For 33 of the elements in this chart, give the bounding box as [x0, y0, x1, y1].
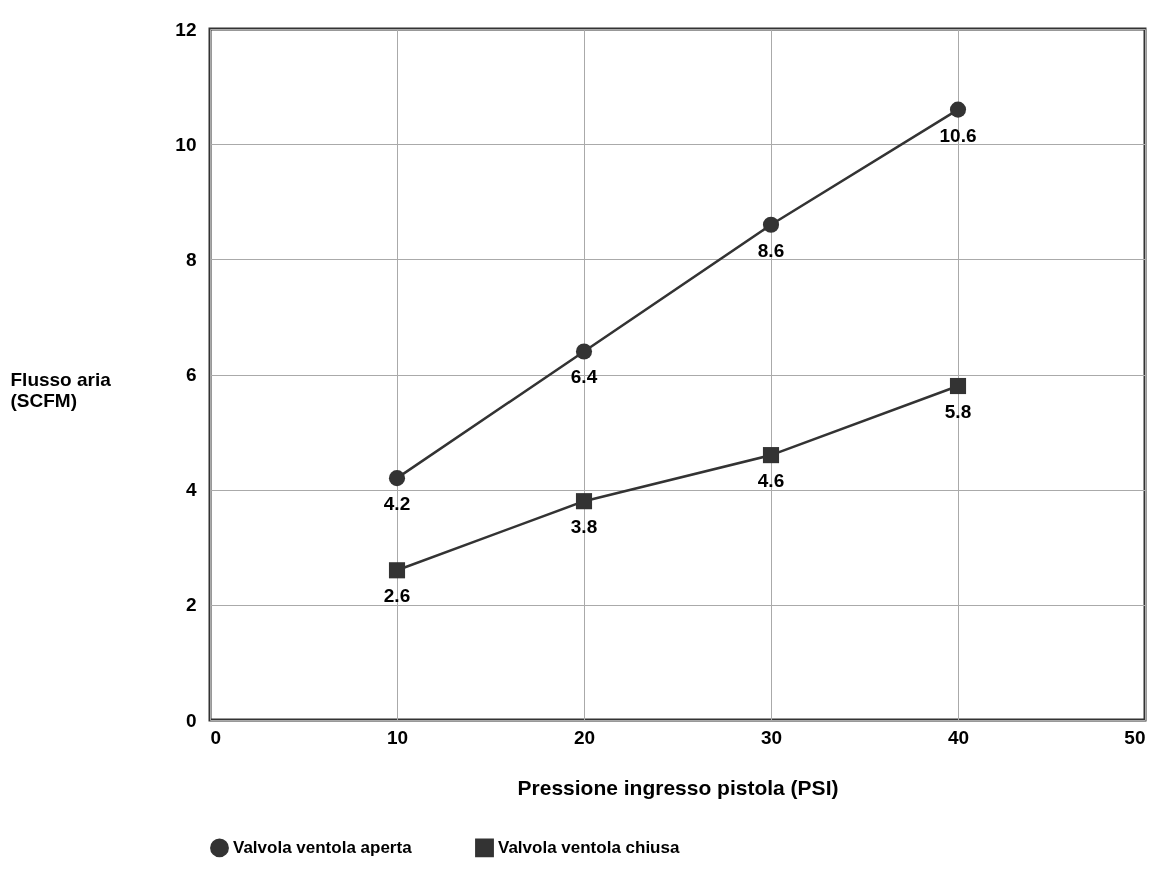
- x-tick-label: 0: [210, 726, 222, 748]
- point: [949, 377, 967, 395]
- data-label: 4.2: [383, 493, 411, 515]
- x-tick-label: 30: [760, 726, 783, 748]
- data-label: 10.6: [939, 124, 977, 146]
- data-label: 6.4: [570, 366, 598, 388]
- data-label: 2.6: [383, 585, 411, 607]
- x-tick-label: 10: [386, 726, 409, 748]
- x-tick-label: 20: [573, 726, 596, 748]
- y-tick-label: 10: [175, 133, 197, 155]
- point: [388, 470, 406, 487]
- y-axis-title: Flusso aria (SCFM): [10, 368, 112, 411]
- x-axis-title: Pressione ingresso pistola (PSI): [517, 775, 839, 799]
- y-tick-label: 8: [185, 248, 197, 270]
- x-tick-label: 50: [1124, 726, 1146, 748]
- data-label: 5.8: [944, 401, 972, 423]
- point: [575, 343, 593, 360]
- legend-label: Valvola ventola chiusa: [498, 837, 680, 857]
- point: [388, 562, 406, 579]
- legend-label: Valvola ventola aperta: [233, 837, 413, 857]
- data-label: 4.6: [757, 470, 785, 492]
- y-tick-label: 6: [185, 364, 197, 385]
- y-tick-label: 2: [185, 594, 197, 616]
- y-tick-label: 4: [185, 479, 197, 501]
- y-tick-label: 12: [175, 18, 197, 40]
- data-label: 3.8: [570, 516, 598, 538]
- point: [762, 447, 780, 464]
- point: [949, 101, 967, 118]
- point: [575, 493, 593, 510]
- point: [762, 216, 780, 233]
- data-label: 8.6: [757, 239, 785, 261]
- x-tick-label: 40: [947, 726, 970, 748]
- y-tick-label: 0: [185, 709, 197, 731]
